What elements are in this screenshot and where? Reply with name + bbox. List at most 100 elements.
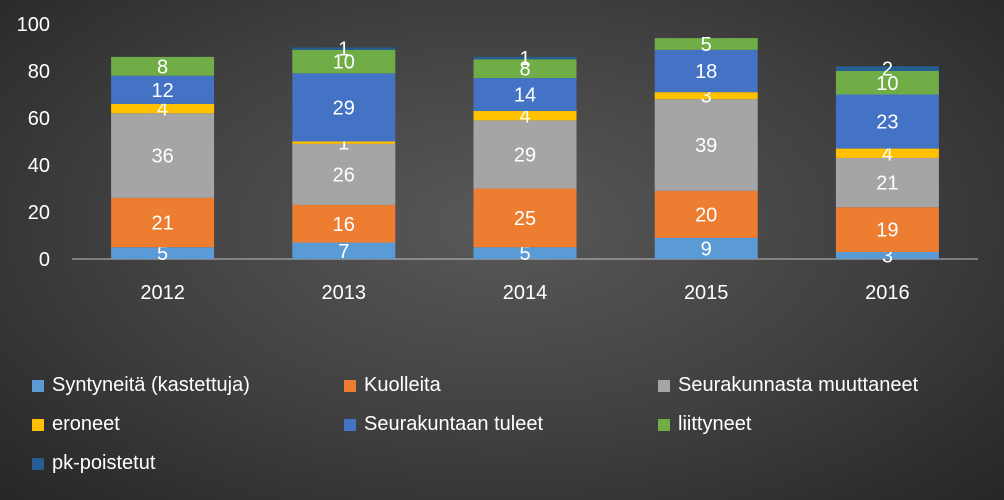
- y-tick-label: 20: [28, 202, 50, 224]
- bar-segment: [292, 141, 396, 144]
- x-tick-label: 2015: [684, 282, 729, 304]
- legend-swatch: [658, 379, 670, 392]
- bar-segment: [473, 56, 577, 60]
- data-label: 39: [695, 135, 717, 157]
- data-label: 29: [333, 97, 355, 119]
- legend-item: Seurakuntaan tuleet: [344, 413, 543, 436]
- x-tick-label: 2014: [503, 282, 548, 304]
- data-label: 20: [695, 204, 717, 226]
- bar-segment: [473, 59, 577, 79]
- data-label: 8: [519, 59, 530, 81]
- x-tick-label: 2012: [140, 282, 185, 304]
- y-tick-label: 100: [17, 14, 50, 36]
- chart-plot: 0204060801005213641282012716261291012013…: [17, 14, 978, 304]
- data-label: 3: [882, 245, 893, 267]
- bar-segment: [835, 71, 939, 95]
- data-label: 5: [701, 34, 712, 56]
- legend-swatch: [658, 418, 670, 431]
- legend-swatch: [32, 418, 44, 431]
- data-label: 5: [157, 243, 168, 265]
- data-label: 5: [519, 243, 530, 265]
- data-label: 26: [333, 164, 355, 186]
- data-label: 21: [876, 173, 898, 195]
- bar-segment: [835, 157, 939, 208]
- legend-label: Seurakuntaan tuleet: [364, 413, 544, 435]
- data-label: 2: [882, 59, 893, 81]
- bar-segment: [111, 113, 215, 198]
- bar-segment: [654, 49, 758, 93]
- data-label: 36: [151, 146, 173, 168]
- bar-segment: [835, 207, 939, 252]
- data-label: 23: [876, 112, 898, 134]
- bar-segment: [654, 237, 758, 259]
- data-label: 4: [157, 99, 168, 121]
- bar-segment: [292, 204, 396, 243]
- bar-segment: [835, 148, 939, 158]
- legend-label: Seurakunnasta muuttaneet: [678, 374, 919, 396]
- legend-item: Syntyneitä (kastettuja): [32, 374, 250, 397]
- legend-label: Syntyneitä (kastettuja): [52, 374, 250, 396]
- legend-label: pk-poistetut: [52, 452, 156, 474]
- data-label: 18: [695, 61, 717, 83]
- legend-swatch: [32, 457, 44, 470]
- legend-label: Kuolleita: [364, 374, 441, 396]
- bar-segment: [654, 92, 758, 100]
- bar-segment: [292, 143, 396, 205]
- legend-label: liittyneet: [678, 413, 752, 435]
- data-label: 29: [514, 144, 536, 166]
- data-label: 3: [701, 86, 712, 108]
- bar-segment: [111, 56, 215, 76]
- bar-segment: [292, 49, 396, 74]
- bar-segment: [654, 99, 758, 191]
- data-label: 21: [151, 213, 173, 235]
- data-label: 1: [519, 48, 530, 70]
- data-label: 12: [151, 80, 173, 102]
- data-label: 16: [333, 214, 355, 236]
- data-label: 8: [157, 56, 168, 78]
- bar-segment: [292, 47, 396, 50]
- bar-segment: [292, 73, 396, 142]
- data-label: 14: [514, 85, 536, 107]
- bar-segment: [473, 110, 577, 121]
- data-label: 10: [333, 52, 355, 74]
- legend-item: Kuolleita: [344, 374, 441, 397]
- bar-segment: [111, 247, 215, 259]
- legend-item: Seurakunnasta muuttaneet: [658, 374, 918, 397]
- y-tick-label: 80: [28, 61, 50, 83]
- legend-swatch: [344, 379, 356, 392]
- bar-segment: [654, 38, 758, 50]
- data-label: 1: [338, 39, 349, 61]
- y-tick-label: 40: [28, 155, 50, 177]
- data-label: 4: [882, 143, 893, 165]
- bar-segment: [111, 75, 215, 104]
- data-label: 7: [338, 241, 349, 263]
- bar-segment: [473, 120, 577, 189]
- bar-segment: [111, 197, 215, 248]
- bar-segment: [473, 78, 577, 111]
- legend-item: liittyneet: [658, 413, 751, 436]
- bar-segment: [111, 103, 215, 114]
- bar-segment: [654, 190, 758, 238]
- data-label: 10: [876, 73, 898, 95]
- data-label: 4: [519, 106, 530, 128]
- data-label: 25: [514, 208, 536, 230]
- legend-item: pk-poistetut: [32, 452, 155, 475]
- legend-swatch: [32, 379, 44, 392]
- y-tick-label: 0: [39, 249, 50, 271]
- data-label: 1: [338, 133, 349, 155]
- x-tick-label: 2013: [322, 282, 367, 304]
- legend-swatch: [344, 418, 356, 431]
- legend-item: eroneet: [32, 413, 120, 436]
- legend-label: eroneet: [52, 413, 120, 435]
- y-tick-label: 60: [28, 108, 50, 130]
- data-label: 19: [876, 220, 898, 242]
- x-tick-label: 2016: [865, 282, 910, 304]
- data-label: 9: [701, 238, 712, 260]
- bar-segment: [473, 188, 577, 248]
- bar-segment: [835, 94, 939, 149]
- bar-segment: [292, 242, 396, 259]
- bar-segment: [835, 251, 939, 259]
- bar-segment: [473, 247, 577, 259]
- bar-segment: [835, 66, 939, 71]
